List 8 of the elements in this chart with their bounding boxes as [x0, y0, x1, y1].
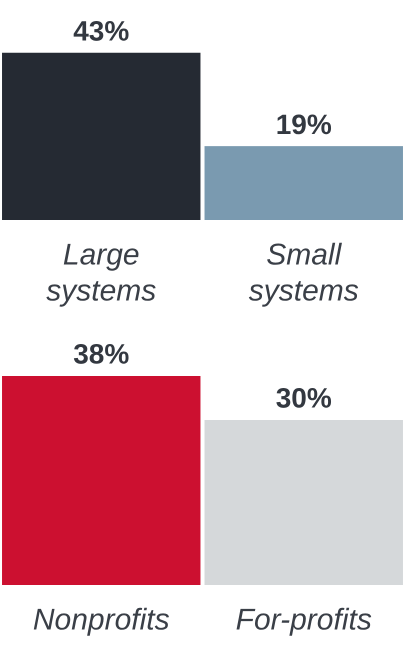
data-label: 38% — [73, 338, 130, 370]
data-label: 30% — [276, 382, 332, 414]
data-label: 19% — [276, 108, 332, 140]
x-tick-label: Small systems — [248, 238, 359, 308]
x-tick-label: Large systems — [46, 238, 156, 308]
data-label: 43% — [73, 15, 130, 46]
x-tick-label: Nonprofits — [32, 603, 170, 636]
x-tick-label: For-profits — [236, 603, 372, 636]
